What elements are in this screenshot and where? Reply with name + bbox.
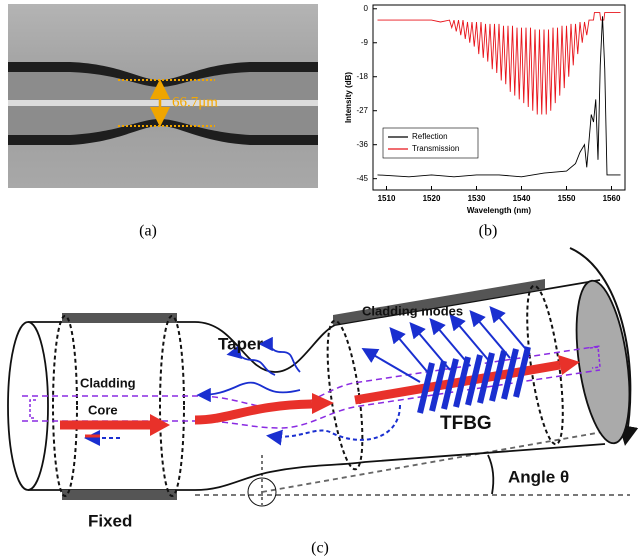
x-tick-label: 1560 [603, 194, 621, 203]
y-tick-label: -9 [361, 38, 369, 47]
chart: 0 -9 -18 -27 -36 -45 1510 1520 1530 1540 1550 1560 W… [344, 4, 626, 215]
label: Angle θ [508, 467, 569, 486]
light-arrowhead [150, 414, 170, 436]
x-tick-label: 1540 [513, 194, 531, 203]
mode-arrow [449, 313, 491, 363]
label: Taper [218, 334, 263, 353]
section-ring [52, 315, 78, 497]
grating-line [465, 354, 483, 406]
measurement: 66.7μm [172, 94, 218, 110]
y-tick-label: -45 [356, 174, 368, 183]
label: Fixed [88, 511, 132, 530]
mode-arrow [409, 321, 451, 371]
y-tick-label: -18 [356, 72, 368, 81]
coupled-mode [266, 404, 401, 446]
fiber-end [7, 321, 49, 491]
x-axis-label: Wavelength (nm) [467, 206, 531, 215]
leaking-mode [258, 336, 301, 373]
x-tick-label: 1510 [378, 194, 396, 203]
leaking-mode [196, 381, 301, 403]
core-end [29, 399, 36, 419]
clamp [333, 279, 545, 325]
grating-line [417, 362, 435, 414]
core-boundary [22, 345, 601, 409]
label: Cladding [80, 375, 136, 390]
grating-line [453, 356, 471, 408]
y-tick-label: -36 [356, 140, 368, 149]
y-axis-label: Intensity (dB) [344, 72, 353, 123]
mode-arrow [361, 347, 421, 383]
section-ring [159, 315, 185, 497]
caption: (c) [311, 540, 329, 557]
legend-label: Reflection [412, 132, 448, 141]
series-line [377, 12, 621, 115]
y-tick-label: -27 [356, 106, 368, 115]
light-arrow [354, 360, 561, 405]
core-boundary [22, 369, 601, 429]
x-tick-label: 1520 [423, 194, 441, 203]
axis-line [261, 427, 626, 493]
legend-label: Transmission [412, 144, 459, 153]
section-ring [326, 319, 364, 471]
leaking-mode [226, 344, 276, 376]
y-tick-label: 0 [364, 4, 369, 13]
pivot [247, 477, 277, 507]
grating-line [501, 348, 519, 400]
caption: (a) [139, 223, 157, 240]
mode-arrow [429, 317, 471, 367]
grating-line [489, 350, 507, 402]
grating-line [441, 358, 459, 410]
series-line [377, 16, 621, 178]
grating [417, 346, 531, 414]
caption: (b) [479, 223, 498, 240]
mode-arrow [469, 309, 511, 359]
fiber-bottom [28, 443, 606, 491]
grating-line [429, 360, 447, 412]
mode-arrow [489, 305, 531, 355]
grating-line [513, 346, 531, 398]
mode-arrow [389, 326, 431, 376]
label: Core [88, 402, 118, 417]
cladding-mode-arrows [361, 305, 531, 383]
x-tick-label: 1530 [468, 194, 486, 203]
clamp [62, 490, 177, 500]
diagram [7, 247, 639, 507]
clamp [62, 313, 177, 323]
light-arrowhead [312, 393, 334, 414]
fiber-core [8, 100, 318, 106]
rotation-arrow [569, 247, 639, 446]
legend-box [382, 127, 479, 159]
x-tick-label: 1550 [558, 194, 576, 203]
fiber-end [575, 279, 631, 445]
label: Cladding modes [362, 303, 463, 318]
label: TFBG [440, 413, 492, 434]
light-arrowhead [558, 355, 580, 375]
light-arrow [194, 399, 313, 425]
angle-arc [487, 454, 495, 495]
core-end [589, 346, 601, 369]
